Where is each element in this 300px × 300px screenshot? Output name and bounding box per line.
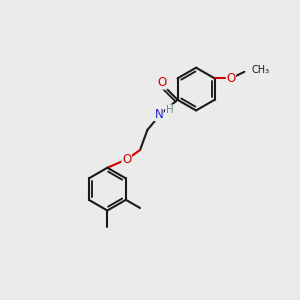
Text: O: O: [158, 76, 167, 89]
Text: CH₃: CH₃: [252, 65, 270, 75]
Text: O: O: [122, 153, 131, 166]
Text: O: O: [226, 72, 236, 85]
Text: H: H: [166, 105, 173, 115]
Text: N: N: [154, 108, 163, 121]
